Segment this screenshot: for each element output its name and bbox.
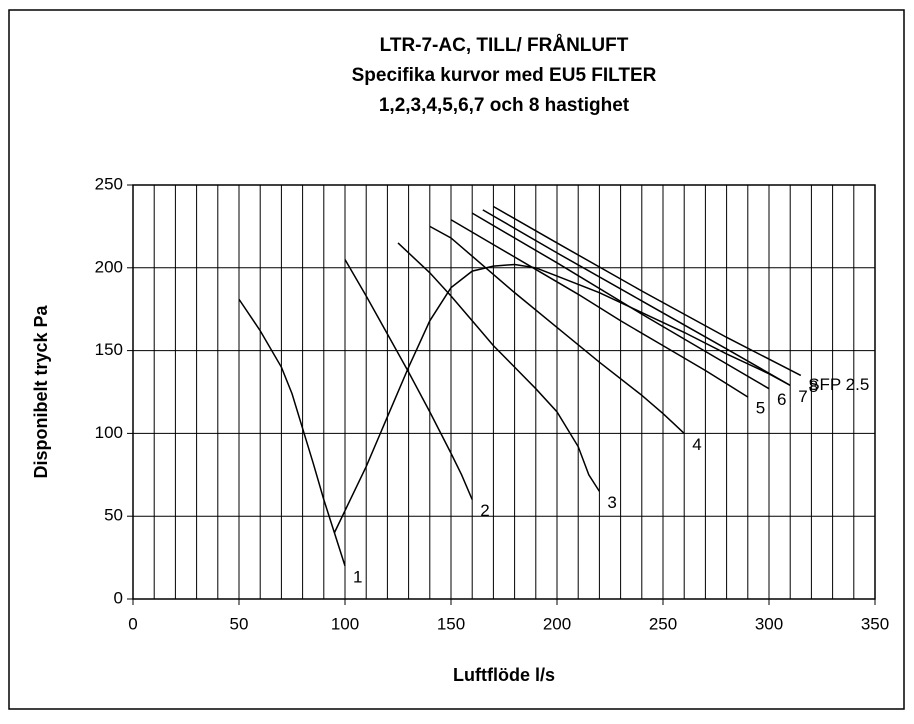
x-tick-label: 300 <box>755 614 783 633</box>
chart-border <box>8 9 905 710</box>
curve <box>333 263 791 534</box>
x-tick-label: 100 <box>331 614 359 633</box>
x-tick-label: 50 <box>230 614 249 633</box>
curve <box>429 225 685 434</box>
curve <box>397 242 601 492</box>
chart-subtitle: Specifika kurvor med EU5 FILTER <box>352 65 657 86</box>
x-tick-label: 150 <box>437 614 465 633</box>
curve-label: 8 <box>809 377 818 396</box>
curve <box>493 205 802 377</box>
curve-label: 4 <box>692 435 701 454</box>
plot-area <box>132 184 876 600</box>
curve-label: 6 <box>777 390 786 409</box>
curve <box>450 219 749 398</box>
x-tick-label: 250 <box>649 614 677 633</box>
curve-label: 5 <box>756 398 765 417</box>
x-tick-label: 0 <box>128 614 137 633</box>
curve-label: 7 <box>798 387 807 406</box>
x-axis-label: Luftflöde l/s <box>453 665 555 685</box>
y-tick-label: 250 <box>95 174 123 193</box>
curve <box>482 209 791 387</box>
y-tick-label: 200 <box>95 257 123 276</box>
curve <box>471 212 770 390</box>
y-tick-label: 0 <box>114 588 123 607</box>
chart-title: LTR-7-AC, TILL/ FRÅNLUFT <box>380 35 629 56</box>
x-tick-label: 200 <box>543 614 571 633</box>
y-tick-label: 50 <box>104 506 123 525</box>
chart-subtitle: 1,2,3,4,5,6,7 och 8 hastighet <box>379 95 630 116</box>
y-tick-label: 100 <box>95 423 123 442</box>
curve-label: 2 <box>480 501 489 520</box>
curve <box>238 298 346 567</box>
curve-label: 3 <box>607 493 616 512</box>
y-axis-label: Disponibelt tryck Pa <box>31 304 51 478</box>
curve-label: 1 <box>353 567 362 586</box>
y-tick-label: 150 <box>95 340 123 359</box>
x-tick-label: 350 <box>861 614 889 633</box>
curve-label: SFP 2.5 <box>808 375 869 394</box>
curve <box>344 259 473 500</box>
